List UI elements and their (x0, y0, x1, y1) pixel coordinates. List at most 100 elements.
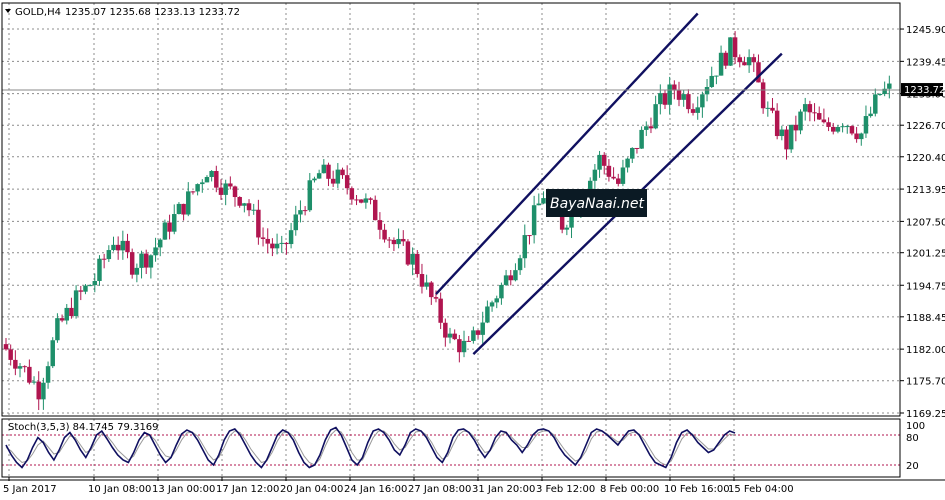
candle-body (849, 126, 855, 134)
candle-body (64, 307, 69, 321)
candle-body (358, 199, 364, 203)
candle-body (630, 147, 635, 159)
candle-body (718, 52, 724, 76)
x-tick-label: 31 Jan 20:00 (472, 484, 535, 495)
candle-body (293, 214, 299, 231)
x-tick-label: 10 Feb 16:00 (664, 484, 730, 495)
candle-body (779, 129, 785, 137)
candle-body (302, 210, 308, 212)
stoch-signal-line (5, 429, 736, 466)
candle-body (845, 126, 850, 128)
candle-body (45, 366, 51, 383)
candle-body (256, 209, 261, 238)
candle-body (148, 255, 154, 268)
stoch-header: Stoch(3,5,3) 84.1745 79.3169 (8, 422, 159, 433)
candle-body (312, 178, 317, 181)
candle-body (466, 340, 471, 342)
candle-body (162, 222, 168, 240)
candle-body (592, 169, 598, 181)
candle-body (709, 75, 714, 87)
candle-body (3, 344, 9, 350)
candle-body (821, 119, 827, 123)
candle-body (877, 94, 883, 96)
candle-body (101, 258, 107, 260)
candle-body (714, 75, 719, 77)
x-tick-label: 17 Jan 12:00 (216, 484, 279, 495)
y-tick-label: 1207.50 (906, 217, 945, 228)
candle-body (316, 173, 322, 179)
y-tick-label: 1213.95 (906, 185, 945, 196)
candle-body (181, 203, 186, 215)
candle-body (115, 244, 121, 251)
candle-body (816, 113, 822, 120)
candle-body (424, 282, 429, 287)
candle-body (863, 116, 869, 134)
candle-body (531, 205, 537, 236)
candle-body (480, 322, 485, 335)
candle-body (457, 339, 462, 353)
candle-body (153, 247, 158, 256)
candle-body (139, 253, 144, 268)
x-tick-label: 5 Jan 2017 (3, 484, 57, 495)
candle-body (8, 349, 13, 360)
candle-body (601, 154, 607, 166)
candle-body (204, 176, 210, 183)
candle-body (756, 62, 761, 83)
candle-body (597, 154, 602, 170)
candle-body (508, 275, 513, 281)
candle-body (340, 169, 345, 176)
candle-body (559, 212, 565, 230)
candle-body (284, 242, 289, 245)
stoch-frame (1, 418, 901, 478)
candle-body (326, 164, 331, 179)
candle-body (732, 37, 738, 58)
candle-body (237, 197, 242, 206)
candle-body (134, 267, 140, 275)
candle-body (784, 129, 789, 150)
dropdown-triangle-icon (5, 9, 11, 13)
candle-body (260, 237, 266, 239)
current-price-tag (901, 83, 943, 97)
x-tick-label: 3 Feb 12:00 (536, 484, 595, 495)
chart-frames (0, 2, 945, 481)
x-tick-label: 20 Jan 04:00 (280, 484, 343, 495)
candle-body (788, 124, 794, 150)
candle-body (176, 203, 182, 215)
candle-body (157, 239, 163, 248)
candle-body (87, 285, 93, 287)
y-tick-label: 1188.45 (906, 313, 945, 324)
candle-body (831, 126, 836, 132)
candle-body (242, 203, 247, 206)
candle-body (186, 191, 191, 215)
candle-body (620, 167, 626, 184)
candle-body (396, 238, 401, 245)
candle-body (690, 109, 696, 113)
candle-body (672, 84, 677, 91)
candle-body (223, 183, 228, 195)
watermark: BayaNaai.net (546, 189, 647, 217)
stoch-main-line (5, 426, 736, 469)
candle-body (405, 241, 411, 265)
candle-body (83, 285, 88, 292)
candle-body (17, 366, 23, 369)
candle-body (868, 113, 873, 117)
candle-body (695, 107, 700, 113)
current-price-value: 1233.72 (904, 85, 945, 96)
candle-body (387, 239, 392, 241)
candle-body (78, 290, 84, 292)
y-tick-label: 1194.75 (906, 281, 945, 292)
candle-body (723, 52, 728, 66)
candle-body (503, 275, 509, 285)
candle-body (73, 290, 79, 317)
candle-body (452, 333, 457, 340)
candle-body (55, 318, 60, 341)
watermark-text: BayaNaai.net (550, 196, 645, 212)
candle-body (214, 171, 219, 188)
candle-body (368, 198, 373, 200)
x-tick-label: 27 Jan 08:00 (408, 484, 471, 495)
candle-body (69, 307, 74, 317)
stoch-title: Stoch(3,5,3) 84.1745 79.3169 (8, 422, 159, 433)
candle-body (485, 306, 490, 323)
candle-body (569, 210, 574, 228)
